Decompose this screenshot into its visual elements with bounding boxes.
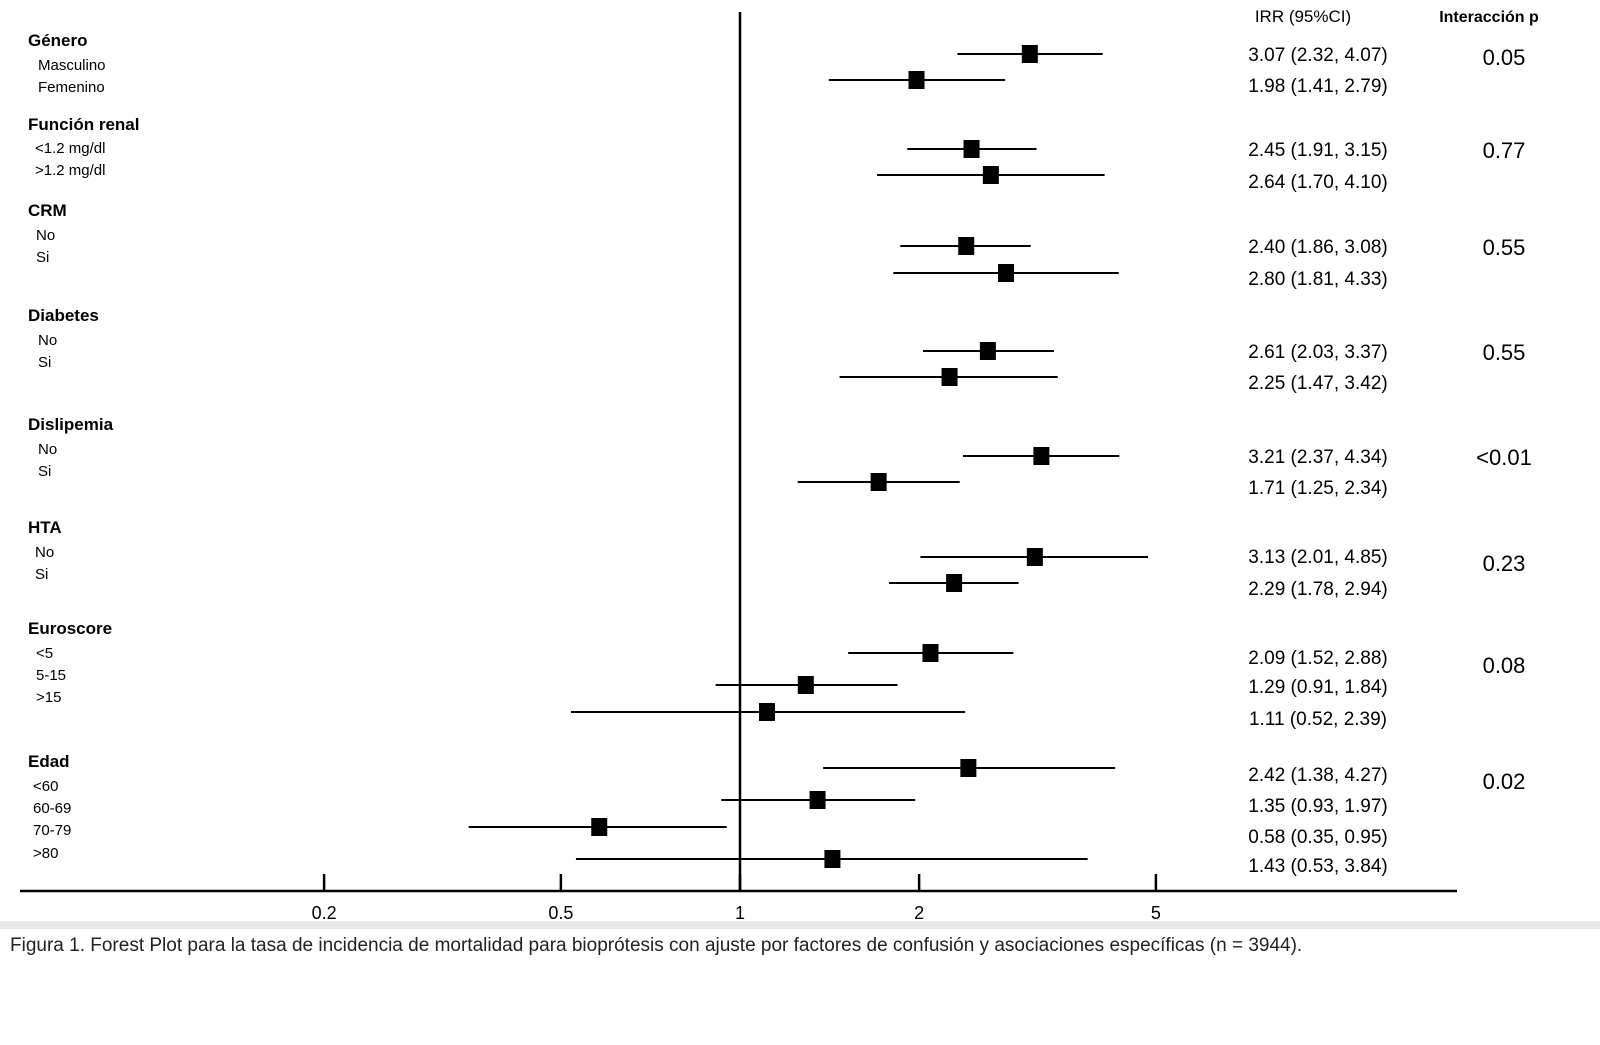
subgroup-label: No [36, 227, 55, 244]
group-label: Dislipemia [28, 415, 114, 434]
interaction-p-value: 0.23 [1483, 551, 1526, 576]
subgroup-label: <5 [36, 645, 53, 662]
point-estimate [824, 850, 841, 868]
irr-estimate-text: 3.21 (2.37, 4.34) [1248, 447, 1387, 468]
point-estimate [922, 644, 939, 662]
subgroup-label: Si [36, 249, 49, 266]
point-estimate [908, 71, 925, 89]
interaction-p-value: 0.77 [1483, 138, 1526, 163]
point-estimate [960, 759, 977, 777]
subgroup-label: <60 [33, 778, 58, 795]
x-tick-label: 0.2 [312, 903, 337, 921]
interaction-p-value: 0.55 [1483, 340, 1526, 365]
subgroup-label: Si [35, 566, 48, 583]
point-estimate [958, 237, 975, 255]
subgroup-label: >15 [36, 689, 61, 706]
subgroup-label: 70-79 [33, 822, 71, 839]
irr-estimate-text: 2.61 (2.03, 3.37) [1248, 342, 1387, 363]
irr-estimate-text: 2.64 (1.70, 4.10) [1248, 172, 1387, 193]
point-estimate [998, 264, 1015, 282]
x-tick-label: 2 [914, 903, 924, 921]
figure-caption: Figura 1. Forest Plot para la tasa de in… [10, 935, 1303, 956]
subgroup-label: No [38, 332, 57, 349]
interaction-p-value: 0.08 [1483, 653, 1526, 678]
irr-estimate-text: 2.29 (1.78, 2.94) [1248, 579, 1387, 600]
irr-estimate-text: 2.25 (1.47, 3.42) [1248, 373, 1387, 394]
estimate-column: IRR (95%CI) Interacción p 0.05 3.07 (2.32, … [1248, 7, 1539, 877]
subgroup-label: No [35, 544, 54, 561]
group-label: CRM [28, 201, 67, 220]
irr-estimate-text: 3.13 (2.01, 4.85) [1248, 547, 1387, 568]
row-labels: Género Masculino Femenino Función renal <1.2… [28, 31, 139, 862]
subgroup-label: 60-69 [33, 800, 71, 817]
point-estimate [946, 574, 963, 592]
subgroup-label: >1.2 mg/dl [35, 162, 105, 179]
point-estimate [963, 140, 980, 158]
point-estimate [809, 791, 826, 809]
irr-estimate-text: 1.35 (0.93, 1.97) [1248, 796, 1387, 817]
point-estimate [941, 368, 958, 386]
point-estimate [797, 676, 814, 694]
point-estimate [1026, 548, 1043, 566]
x-tick-label: 0.5 [548, 903, 573, 921]
group-label: Género [28, 31, 88, 50]
irr-estimate-text: 2.45 (1.91, 3.15) [1248, 140, 1387, 161]
forest-plot: 0.2 0.5 1 2 5 Género Masculino Femenino Función… [20, 7, 1539, 921]
point-estimate [1033, 447, 1050, 465]
group-label: HTA [28, 518, 62, 537]
irr-estimate-text: 3.07 (2.32, 4.07) [1248, 45, 1387, 66]
interaction-p-value: 0.55 [1483, 235, 1526, 260]
point-estimate [982, 166, 999, 184]
x-tick-label: 5 [1151, 903, 1161, 921]
irr-estimate-text: 1.98 (1.41, 2.79) [1248, 76, 1387, 97]
irr-estimate-text: 2.09 (1.52, 2.88) [1248, 648, 1387, 669]
subgroup-label: Si [38, 354, 51, 371]
irr-column-header: IRR (95%CI) [1255, 7, 1351, 26]
irr-estimate-text: 1.71 (1.25, 2.34) [1248, 478, 1387, 499]
group-label: Edad [28, 752, 70, 771]
interaction-p-value: 0.05 [1483, 45, 1526, 70]
x-tick-label: 1 [735, 903, 745, 921]
caption-separator [0, 921, 1600, 929]
subgroup-label: 5-15 [36, 667, 66, 684]
irr-estimate-text: 2.42 (1.38, 4.27) [1248, 765, 1387, 786]
subgroup-label: Femenino [38, 79, 105, 96]
point-estimate [1021, 45, 1038, 63]
point-estimate [870, 473, 887, 491]
point-estimate [591, 818, 608, 836]
irr-estimate-text: 0.58 (0.35, 0.95) [1248, 827, 1387, 848]
subgroup-label: >80 [33, 845, 58, 862]
subgroup-label: No [38, 441, 57, 458]
plot-marks [468, 45, 1149, 868]
x-axis: 0.2 0.5 1 2 5 [20, 12, 1457, 921]
group-label: Función renal [28, 115, 139, 134]
group-label: Diabetes [28, 306, 99, 325]
irr-estimate-text: 1.29 (0.91, 1.84) [1248, 677, 1387, 698]
interaction-p-value: 0.02 [1483, 769, 1526, 794]
irr-estimate-text: 2.80 (1.81, 4.33) [1248, 269, 1387, 290]
subgroup-label: Masculino [38, 57, 106, 74]
irr-estimate-text: 1.11 (0.52, 2.39) [1249, 709, 1387, 730]
point-estimate [979, 342, 996, 360]
irr-estimate-text: 1.43 (0.53, 3.84) [1248, 856, 1387, 877]
interaction-p-value: <0.01 [1476, 445, 1532, 470]
subgroup-label: Si [38, 463, 51, 480]
point-estimate [758, 703, 775, 721]
irr-estimate-text: 2.40 (1.86, 3.08) [1248, 237, 1387, 258]
group-label: Euroscore [28, 619, 112, 638]
subgroup-label: <1.2 mg/dl [35, 140, 105, 157]
interaction-column-header: Interacción p [1439, 9, 1539, 26]
